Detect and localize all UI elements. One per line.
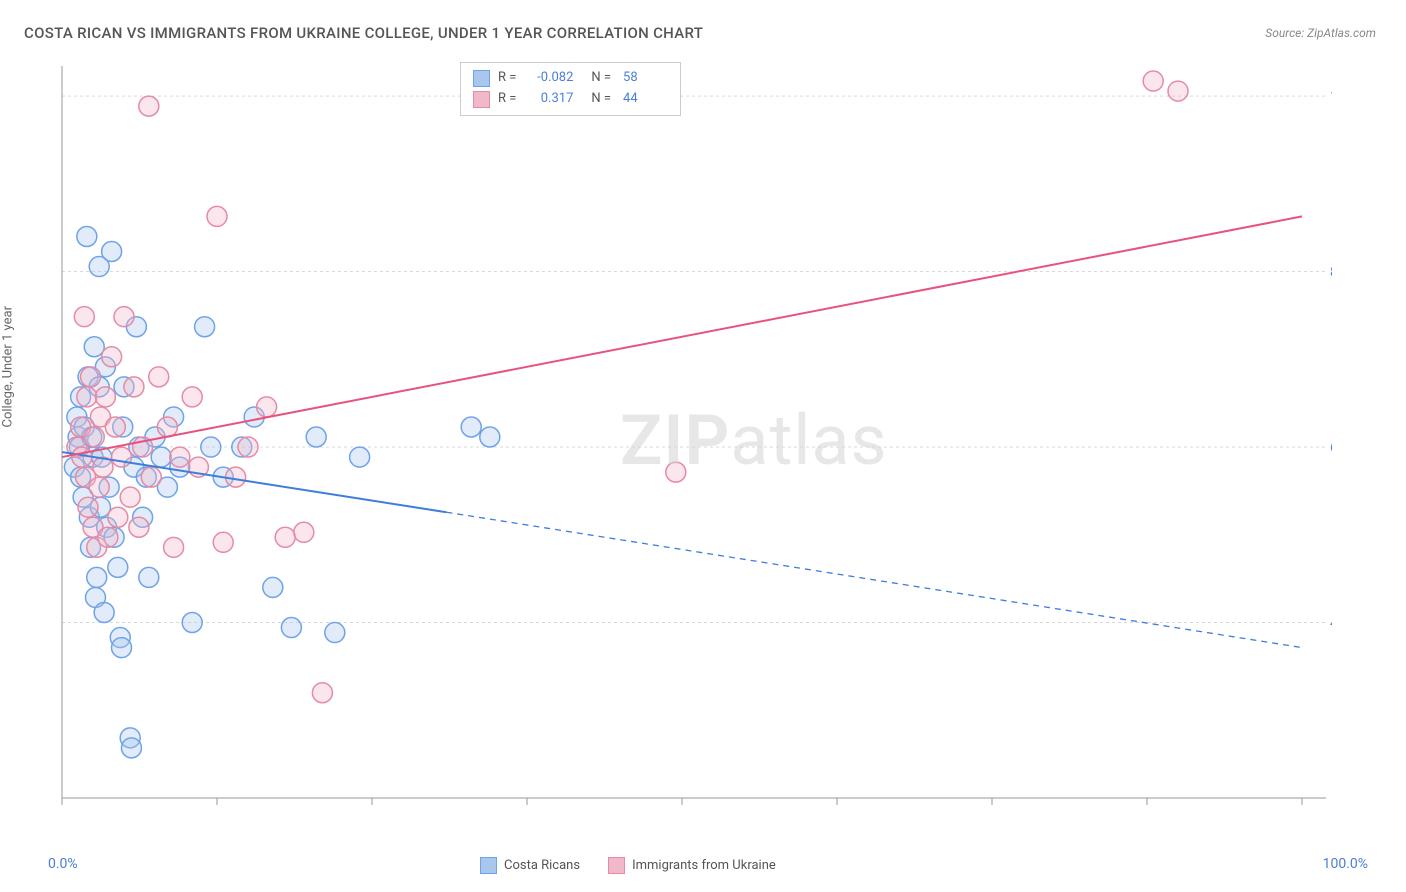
data-point <box>124 377 144 397</box>
legend-swatch <box>480 857 497 874</box>
data-point <box>275 527 295 547</box>
n-value: 58 <box>623 68 668 89</box>
r-value: 0.317 <box>528 89 573 110</box>
correlation-legend: R = -0.082 N = 58 R = 0.317 N = 44 <box>460 62 681 116</box>
legend-series-label: Costa Ricans <box>504 858 580 873</box>
data-point <box>480 427 500 447</box>
data-point <box>213 532 233 552</box>
data-point <box>81 367 101 387</box>
legend-series-label: Immigrants from Ukraine <box>632 858 776 873</box>
data-point <box>350 447 370 467</box>
y-tick-label: 82.5% <box>1330 265 1332 281</box>
data-point <box>108 507 128 527</box>
data-point <box>95 387 115 407</box>
data-point <box>201 437 221 457</box>
y-axis-label: College, Under 1 year <box>1 306 16 428</box>
data-point <box>77 226 97 246</box>
legend-swatch <box>473 70 490 87</box>
data-point <box>139 567 159 587</box>
data-point <box>312 683 332 703</box>
data-point <box>238 437 258 457</box>
legend-swatch <box>608 857 625 874</box>
source-prefix: Source: <box>1265 26 1307 40</box>
data-point <box>1168 81 1188 101</box>
data-point <box>112 447 132 467</box>
r-label: R = <box>498 68 516 89</box>
data-point <box>74 307 94 327</box>
data-point <box>294 522 314 542</box>
trend-line <box>62 216 1302 457</box>
data-point <box>102 242 122 262</box>
data-point <box>120 487 140 507</box>
data-point <box>306 427 326 447</box>
data-point <box>164 537 184 557</box>
data-point <box>141 467 161 487</box>
x-axis-max-label: 100.0% <box>1323 856 1368 872</box>
n-value: 44 <box>623 89 668 110</box>
data-point <box>257 397 277 417</box>
data-point <box>112 638 132 658</box>
data-point <box>151 447 171 467</box>
data-point <box>149 367 169 387</box>
trend-line <box>62 452 446 512</box>
data-point <box>157 417 177 437</box>
legend-swatch <box>473 91 490 108</box>
source-link[interactable]: ZipAtlas.com <box>1307 26 1376 40</box>
data-point <box>102 347 122 367</box>
chart-title: COSTA RICAN VS IMMIGRANTS FROM UKRAINE C… <box>24 24 703 42</box>
data-point <box>114 307 134 327</box>
data-point <box>1143 71 1163 91</box>
data-point <box>182 387 202 407</box>
data-point <box>129 517 149 537</box>
n-label: N = <box>591 68 611 89</box>
trend-line-extrapolated <box>446 512 1302 647</box>
y-tick-label: 100.0% <box>1330 89 1332 105</box>
data-point <box>263 577 283 597</box>
data-point <box>195 317 215 337</box>
data-point <box>325 623 345 643</box>
r-value: -0.082 <box>528 68 573 89</box>
data-point <box>78 497 98 517</box>
data-point <box>139 96 159 116</box>
legend-stat-row: R = 0.317 N = 44 <box>473 89 668 110</box>
data-point <box>84 337 104 357</box>
source-attribution: Source: ZipAtlas.com <box>1265 26 1376 40</box>
data-point <box>281 618 301 638</box>
r-label: R = <box>498 89 516 110</box>
legend-series-item: Immigrants from Ukraine <box>608 857 776 874</box>
data-point <box>121 738 141 758</box>
n-label: N = <box>591 89 611 110</box>
legend-series-item: Costa Ricans <box>480 857 580 874</box>
chart-svg: 47.5% 65.0% 82.5% 100.0% <box>52 58 1332 818</box>
data-point <box>84 427 104 447</box>
legend-stat-row: R = -0.082 N = 58 <box>473 68 668 89</box>
data-point <box>170 447 190 467</box>
scatter-chart: 47.5% 65.0% 82.5% 100.0% <box>52 58 1332 818</box>
data-point <box>77 387 97 407</box>
series-legend: Costa Ricans Immigrants from Ukraine <box>480 857 776 874</box>
y-tick-label: 47.5% <box>1330 616 1332 632</box>
data-point <box>461 417 481 437</box>
y-tick-label: 65.0% <box>1330 440 1332 456</box>
data-point <box>94 602 114 622</box>
data-point <box>105 417 125 437</box>
x-axis-min-label: 0.0% <box>48 856 78 872</box>
data-point <box>98 527 118 547</box>
data-point <box>182 613 202 633</box>
data-point <box>87 567 107 587</box>
data-point <box>666 462 686 482</box>
data-point <box>207 206 227 226</box>
data-point <box>108 557 128 577</box>
data-point <box>89 477 109 497</box>
